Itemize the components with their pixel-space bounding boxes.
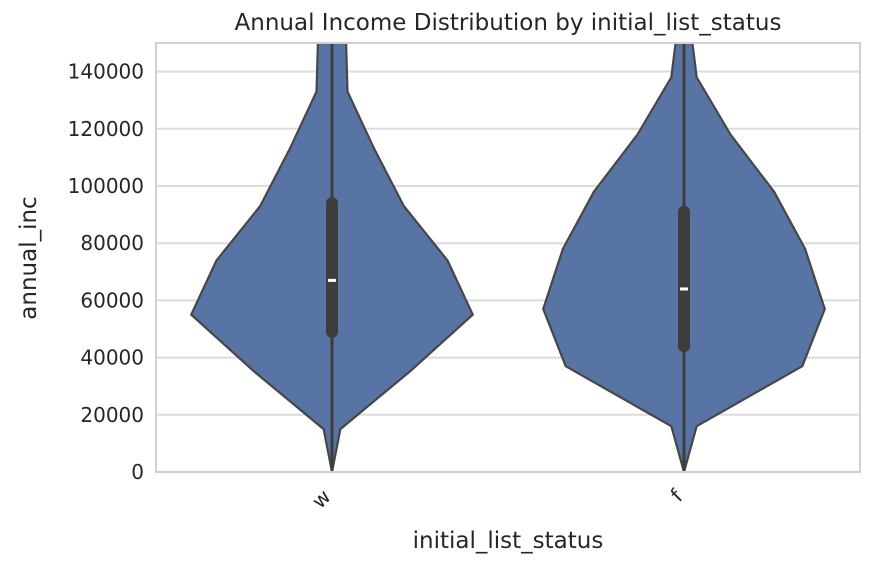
y-tick-label: 60000 <box>80 288 144 312</box>
x-tick-label: w <box>307 485 336 514</box>
x-tick-label: f <box>666 484 689 507</box>
chart-title: Annual Income Distribution by initial_li… <box>235 10 782 36</box>
y-tick-label: 100000 <box>68 174 144 198</box>
y-tick-label: 140000 <box>68 60 144 84</box>
y-axis-label: annual_inc <box>16 196 42 319</box>
y-tick-label: 40000 <box>80 346 144 370</box>
plot-frame <box>155 42 861 473</box>
y-tick-label: 80000 <box>80 231 144 255</box>
x-axis-label: initial_list_status <box>413 528 604 554</box>
y-tick-label: 20000 <box>80 403 144 427</box>
y-tick-labels: 0 20000 40000 60000 80000 100000 120000 140000 <box>68 60 144 484</box>
y-tick-label: 0 <box>131 460 144 484</box>
violins <box>190 43 826 472</box>
y-tick-label: 120000 <box>68 117 144 141</box>
